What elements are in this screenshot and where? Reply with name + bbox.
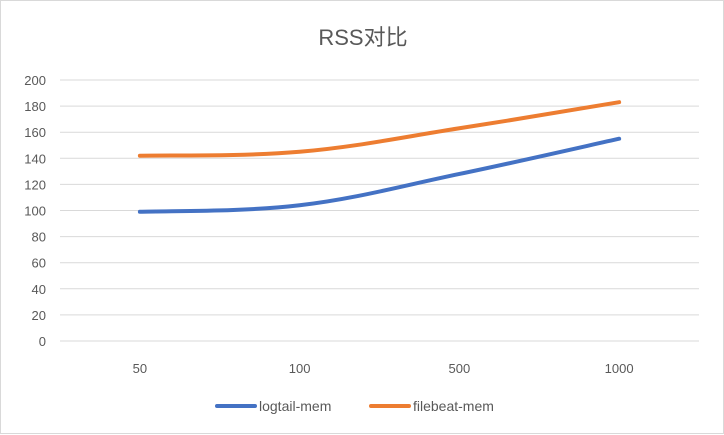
legend: logtail-mem filebeat-mem [215,398,494,414]
data-point [299,204,301,206]
data-point [299,151,301,153]
y-tick-label: 200 [24,73,46,88]
data-point [139,211,141,213]
data-point [618,138,620,140]
y-tick-label: 60 [32,256,46,271]
chart-title: RSS对比 [318,25,407,50]
y-axis-ticks: 0 20 40 60 80 100 120 140 160 180 200 [24,73,46,349]
y-tick-label: 100 [24,204,46,219]
y-tick-label: 20 [32,308,46,323]
series-line-filebeat-mem [137,100,622,158]
x-tick-label: 500 [449,361,471,376]
y-tick-label: 120 [24,177,46,192]
data-point [458,173,460,175]
x-tick-label: 1000 [605,361,634,376]
y-tick-label: 160 [24,125,46,140]
x-tick-label: 100 [289,361,311,376]
legend-label: logtail-mem [259,398,331,414]
data-point [139,155,141,157]
data-point [618,101,620,103]
y-tick-label: 80 [32,230,46,245]
data-point [458,127,460,129]
y-tick-label: 140 [24,151,46,166]
legend-label: filebeat-mem [413,398,494,414]
series-lines [137,100,622,214]
x-axis-ticks: 50 100 500 1000 [133,361,634,376]
y-tick-label: 0 [39,334,46,349]
series-line-logtail-mem [137,136,622,214]
x-tick-label: 50 [133,361,147,376]
y-tick-label: 180 [24,99,46,114]
y-tick-label: 40 [32,282,46,297]
